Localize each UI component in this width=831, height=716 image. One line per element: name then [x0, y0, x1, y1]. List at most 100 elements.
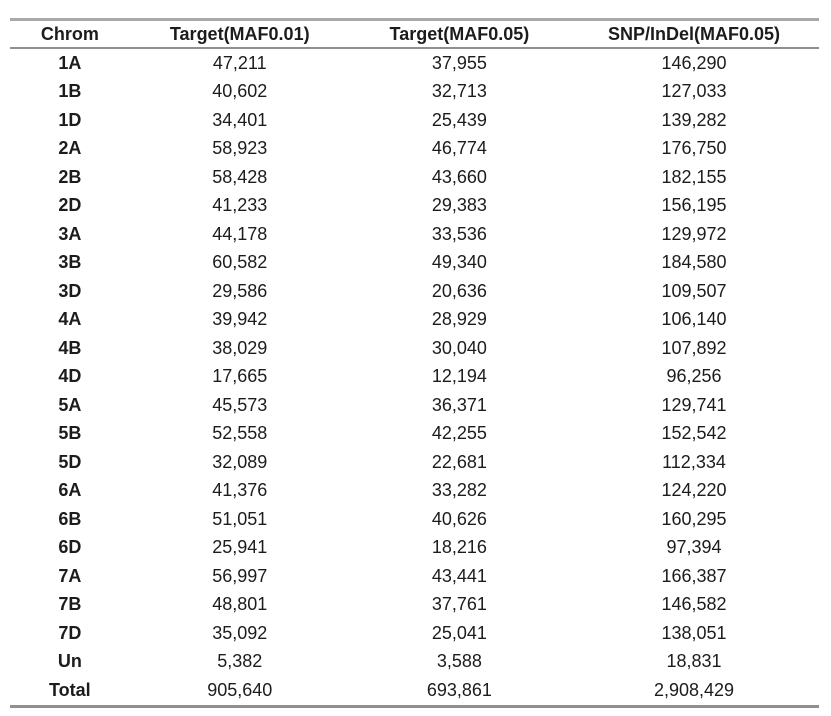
table-row: 5A 45,573 36,371 129,741 — [10, 391, 819, 420]
table-row: 4B 38,029 30,040 107,892 — [10, 334, 819, 363]
column-header-target-maf001: Target(MAF0.01) — [169, 23, 310, 44]
column-header-target-maf005: Target(MAF0.05) — [389, 23, 530, 44]
table-row: Un 5,382 3,588 18,831 — [10, 648, 819, 677]
table-row: 4D 17,665 12,194 96,256 — [10, 363, 819, 392]
value-cell: 109,507 — [661, 280, 727, 301]
table-row: 7D 35,092 25,041 138,051 — [10, 619, 819, 648]
value-cell: 37,955 — [431, 52, 487, 73]
value-cell: 146,290 — [661, 52, 727, 73]
value-cell: 129,741 — [661, 394, 727, 415]
chrom-cell: 6A — [58, 480, 82, 501]
value-cell: 182,155 — [661, 166, 727, 187]
table-row: 4A 39,942 28,929 106,140 — [10, 306, 819, 335]
value-cell: 160,295 — [661, 508, 727, 529]
value-cell: 58,923 — [212, 138, 268, 159]
table-row: 2B 58,428 43,660 182,155 — [10, 163, 819, 192]
table-row: 6A 41,376 33,282 124,220 — [10, 477, 819, 506]
chrom-cell: 2D — [58, 195, 82, 216]
chrom-cell: 2B — [58, 166, 82, 187]
table-row: 5B 52,558 42,255 152,542 — [10, 420, 819, 449]
value-cell: 29,586 — [212, 280, 268, 301]
value-cell: 33,536 — [431, 223, 487, 244]
value-cell: 3,588 — [436, 651, 482, 672]
value-cell: 18,216 — [431, 537, 487, 558]
table-row: 1B 40,602 32,713 127,033 — [10, 78, 819, 107]
chrom-cell: 6D — [58, 537, 82, 558]
value-cell: 139,282 — [661, 109, 727, 130]
value-cell: 25,439 — [431, 109, 487, 130]
table-row: 5D 32,089 22,681 112,334 — [10, 448, 819, 477]
table-row: 7A 56,997 43,441 166,387 — [10, 562, 819, 591]
value-cell: 40,626 — [431, 508, 487, 529]
value-cell: 48,801 — [212, 594, 268, 615]
value-cell: 22,681 — [431, 451, 487, 472]
value-cell: 30,040 — [431, 337, 487, 358]
value-cell: 25,041 — [431, 622, 487, 643]
header-row: Chrom Target(MAF0.01) Target(MAF0.05) SNP/I… — [10, 20, 819, 48]
snp-indel-table: Chrom Target(MAF0.01) Target(MAF0.05) SNP/I… — [10, 18, 819, 708]
chrom-cell: 4B — [58, 337, 82, 358]
value-cell: 693,861 — [426, 679, 492, 700]
value-cell: 138,051 — [661, 622, 727, 643]
chrom-cell: 3B — [58, 252, 82, 273]
table-row: 7B 48,801 37,761 146,582 — [10, 591, 819, 620]
value-cell: 36,371 — [431, 394, 487, 415]
value-cell: 60,582 — [212, 252, 268, 273]
chrom-cell: 5B — [58, 423, 82, 444]
table-row: 6D 25,941 18,216 97,394 — [10, 534, 819, 563]
chrom-cell: 5A — [58, 394, 82, 415]
value-cell: 41,376 — [212, 480, 268, 501]
value-cell: 96,256 — [666, 366, 722, 387]
chrom-cell: 2A — [58, 138, 82, 159]
table-row: 3D 29,586 20,636 109,507 — [10, 277, 819, 306]
chrom-cell: Total — [49, 679, 91, 700]
table-row: 1A 47,211 37,955 146,290 — [10, 48, 819, 78]
value-cell: 34,401 — [212, 109, 268, 130]
value-cell: 184,580 — [661, 252, 727, 273]
value-cell: 146,582 — [661, 594, 727, 615]
value-cell: 58,428 — [212, 166, 268, 187]
table-row: 6B 51,051 40,626 160,295 — [10, 505, 819, 534]
value-cell: 176,750 — [661, 138, 727, 159]
value-cell: 46,774 — [431, 138, 487, 159]
value-cell: 32,089 — [212, 451, 268, 472]
chrom-cell: 1D — [58, 109, 82, 130]
chrom-cell: Un — [57, 651, 82, 672]
value-cell: 29,383 — [431, 195, 487, 216]
table-row: 1D 34,401 25,439 139,282 — [10, 106, 819, 135]
chrom-cell: 3D — [58, 280, 82, 301]
chrom-cell: 4A — [58, 309, 82, 330]
value-cell: 28,929 — [431, 309, 487, 330]
value-cell: 18,831 — [666, 651, 722, 672]
chrom-cell: 3A — [58, 223, 82, 244]
value-cell: 45,573 — [212, 394, 268, 415]
value-cell: 49,340 — [431, 252, 487, 273]
chrom-cell: 1B — [58, 81, 82, 102]
value-cell: 20,636 — [431, 280, 487, 301]
value-cell: 905,640 — [207, 679, 273, 700]
table-row: Total 905,640 693,861 2,908,429 — [10, 676, 819, 706]
value-cell: 47,211 — [212, 52, 267, 73]
value-cell: 166,387 — [661, 565, 727, 586]
value-cell: 156,195 — [661, 195, 727, 216]
value-cell: 42,255 — [431, 423, 487, 444]
value-cell: 43,441 — [431, 565, 487, 586]
value-cell: 52,558 — [212, 423, 268, 444]
column-header-chrom: Chrom — [40, 23, 99, 44]
value-cell: 2,908,429 — [653, 679, 735, 700]
chrom-cell: 7A — [58, 565, 82, 586]
chrom-cell: 1A — [58, 52, 82, 73]
value-cell: 12,194 — [431, 366, 487, 387]
value-cell: 124,220 — [661, 480, 727, 501]
value-cell: 38,029 — [212, 337, 268, 358]
value-cell: 32,713 — [431, 81, 487, 102]
value-cell: 152,542 — [661, 423, 727, 444]
value-cell: 44,178 — [212, 223, 268, 244]
value-cell: 51,051 — [212, 508, 268, 529]
value-cell: 33,282 — [431, 480, 487, 501]
value-cell: 129,972 — [661, 223, 727, 244]
value-cell: 39,942 — [212, 309, 268, 330]
chrom-cell: 7B — [58, 594, 82, 615]
chrom-cell: 7D — [58, 622, 82, 643]
